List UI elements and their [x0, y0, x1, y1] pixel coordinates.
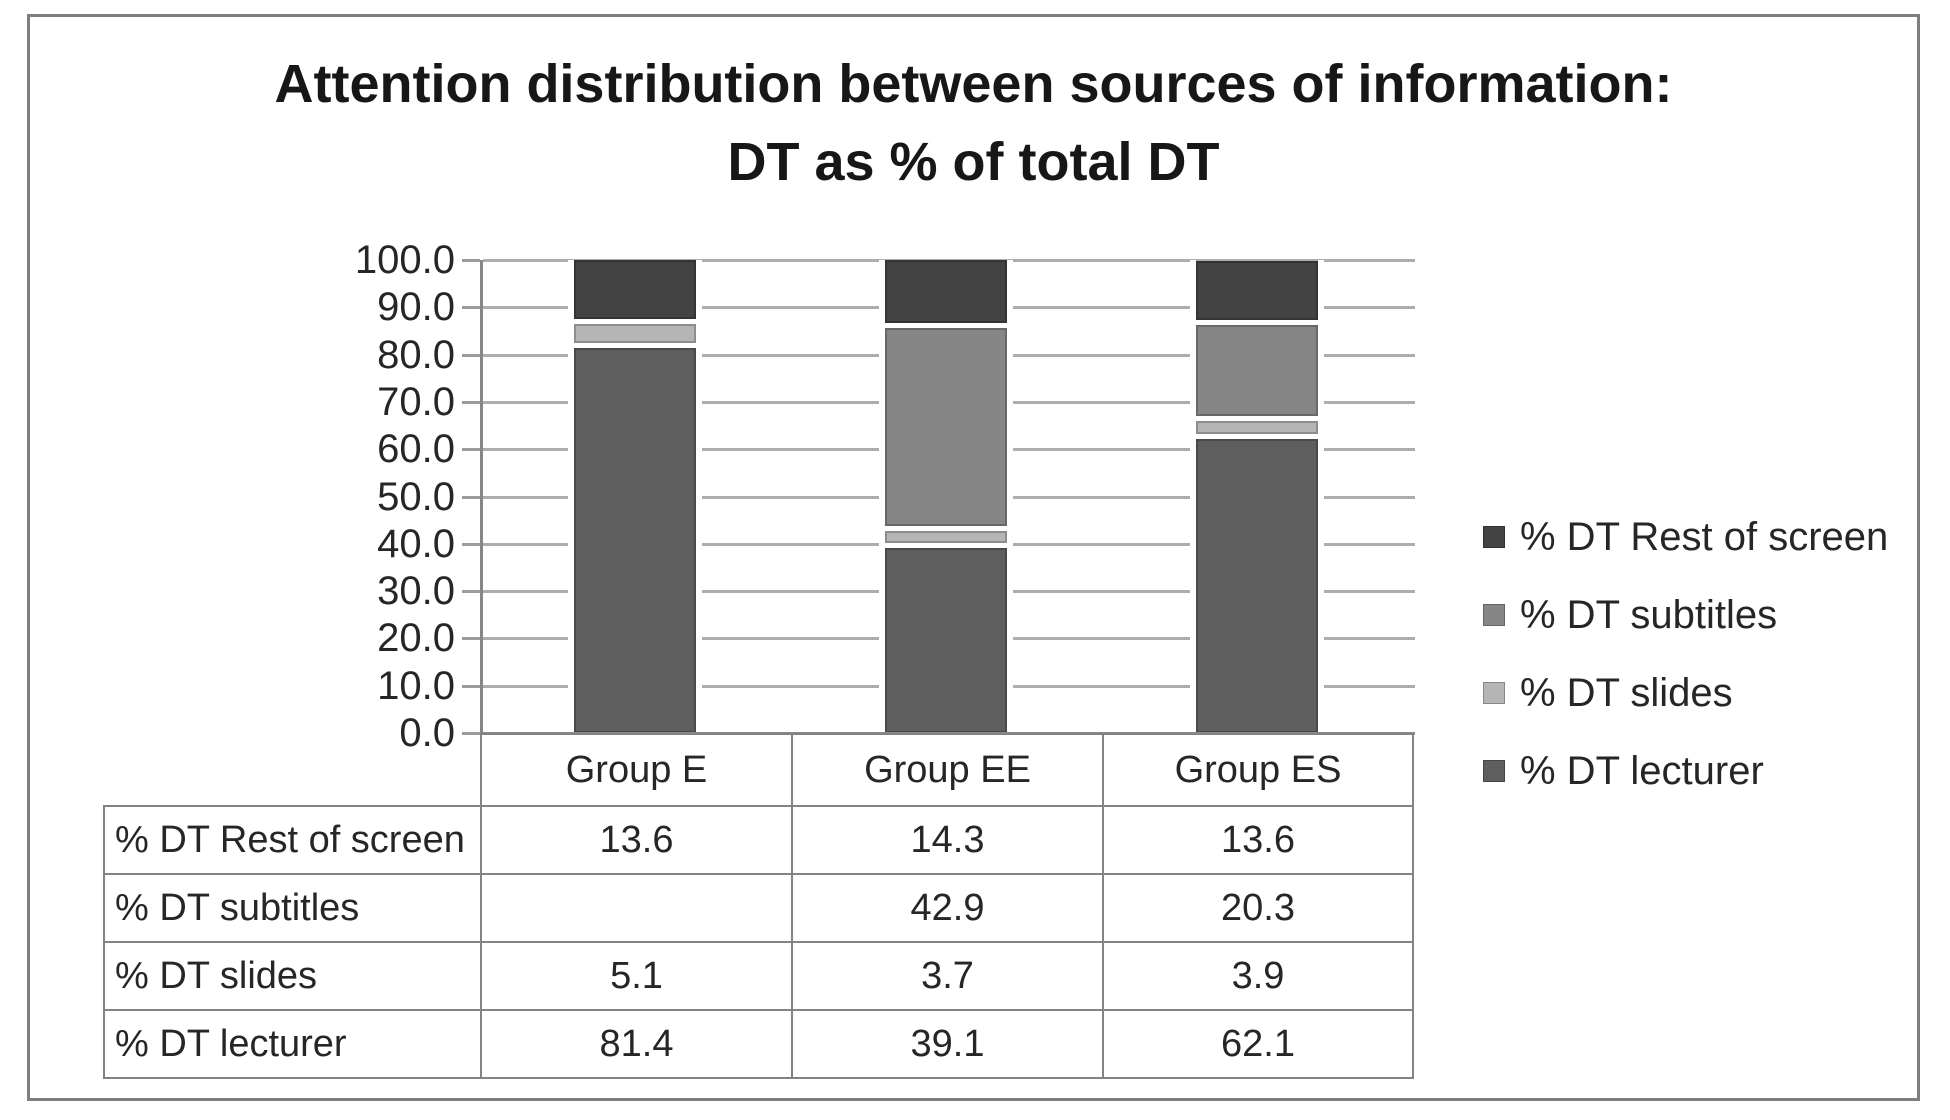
y-tick-label: 30.0 — [377, 569, 455, 614]
table-row: % DT Rest of screen 13.6 14.3 13.6 — [103, 805, 1414, 875]
y-axis-tick — [462, 259, 480, 262]
legend-swatch-icon — [1483, 682, 1505, 704]
table-cell — [480, 873, 793, 943]
bar-group-ee — [885, 260, 1007, 733]
y-axis-tick — [462, 448, 480, 452]
legend-label: % DT subtitles — [1520, 593, 1778, 637]
legend-item: % DT subtitles — [1483, 593, 1888, 637]
y-tick-label: 80.0 — [377, 332, 455, 377]
bar-segment — [885, 530, 1007, 549]
table-cell: 3.7 — [791, 941, 1104, 1011]
legend-item: % DT Rest of screen — [1483, 515, 1889, 559]
bar-segment — [885, 327, 1007, 531]
y-tick-label: 20.0 — [377, 616, 455, 661]
legend-swatch-icon — [1483, 526, 1505, 548]
legend: % DT Rest of screen % DT subtitles % DT sl… — [1483, 515, 1889, 793]
y-tick-label: 0.0 — [399, 711, 455, 755]
table-cell: 14.3 — [791, 805, 1104, 875]
table-header-row: Group E Group EE Group ES — [104, 733, 1414, 807]
table-row-label: % DT subtitles — [103, 873, 482, 943]
legend-item: % DT lecturer — [1483, 749, 1888, 793]
y-axis-tick — [462, 306, 480, 310]
table-row-label: % DT slides — [103, 941, 482, 1011]
bar-segment — [1195, 260, 1318, 325]
bar-segment — [885, 548, 1007, 733]
bar-segment — [1195, 324, 1318, 421]
bar-segment — [574, 260, 697, 325]
y-tick-label: 10.0 — [377, 663, 455, 708]
y-axis-tick — [462, 590, 480, 594]
bar-segment — [1195, 439, 1318, 733]
chart-title: Attention distribution between sources o… — [30, 45, 1917, 201]
table-row-label: % DT Rest of screen — [103, 805, 482, 875]
legend-swatch-icon — [1483, 604, 1505, 626]
bar-segment — [1195, 420, 1318, 440]
y-axis-tick — [462, 495, 480, 499]
legend-label: % DT lecturer — [1520, 749, 1764, 793]
y-axis-tick — [462, 732, 480, 735]
table-cell: 5.1 — [480, 941, 793, 1011]
y-axis-tick — [462, 684, 480, 688]
table-cell: 62.1 — [1102, 1009, 1414, 1079]
y-tick-label: 50.0 — [377, 474, 455, 519]
bar-segment — [574, 348, 697, 733]
legend-label: % DT Rest of screen — [1520, 515, 1889, 559]
legend-item: % DT slides — [1483, 671, 1888, 715]
table-column-header: Group EE — [791, 733, 1104, 807]
y-tick-label: 100.0 — [354, 238, 455, 282]
table-cell: 3.9 — [1102, 941, 1414, 1011]
y-axis-tick — [462, 542, 480, 546]
table-row: % DT lecturer 81.4 39.1 62.1 — [103, 1009, 1414, 1079]
chart-title-line1: Attention distribution between sources o… — [274, 54, 1673, 114]
bar-segment — [885, 260, 1007, 328]
legend-swatch-icon — [1483, 760, 1505, 782]
table-row: % DT slides 5.1 3.7 3.9 — [103, 941, 1414, 1011]
table-cell: 39.1 — [791, 1009, 1104, 1079]
y-tick-label: 70.0 — [377, 379, 455, 424]
y-axis-tick — [462, 353, 480, 357]
chart-title-line2: DT as % of total DT — [727, 132, 1220, 192]
y-axis-tick — [462, 637, 480, 641]
y-tick-label: 60.0 — [377, 427, 455, 472]
table-cell: 13.6 — [1102, 805, 1414, 875]
table-column-header: Group E — [480, 733, 793, 807]
y-tick-label: 40.0 — [377, 521, 455, 566]
table-cell: 81.4 — [480, 1009, 793, 1079]
table-cell: 20.3 — [1102, 873, 1414, 943]
y-tick-label: 90.0 — [377, 285, 455, 330]
data-table: Group E Group EE Group ES% DT Rest of scre… — [103, 733, 1414, 1079]
table-column-header: Group ES — [1102, 733, 1414, 807]
figure-frame: Attention distribution between sources o… — [27, 14, 1920, 1101]
y-axis-tick — [462, 400, 480, 404]
legend-label: % DT slides — [1520, 671, 1733, 715]
bar-group-es — [1195, 260, 1318, 733]
bar-group-e — [574, 260, 697, 733]
table-row: % DT subtitles 42.9 20.3 — [103, 873, 1414, 943]
table-cell: 42.9 — [791, 873, 1104, 943]
table-row-label: % DT lecturer — [103, 1009, 482, 1079]
bar-segment — [574, 324, 697, 349]
table-cell: 13.6 — [480, 805, 793, 875]
table-corner-cell — [104, 734, 481, 806]
